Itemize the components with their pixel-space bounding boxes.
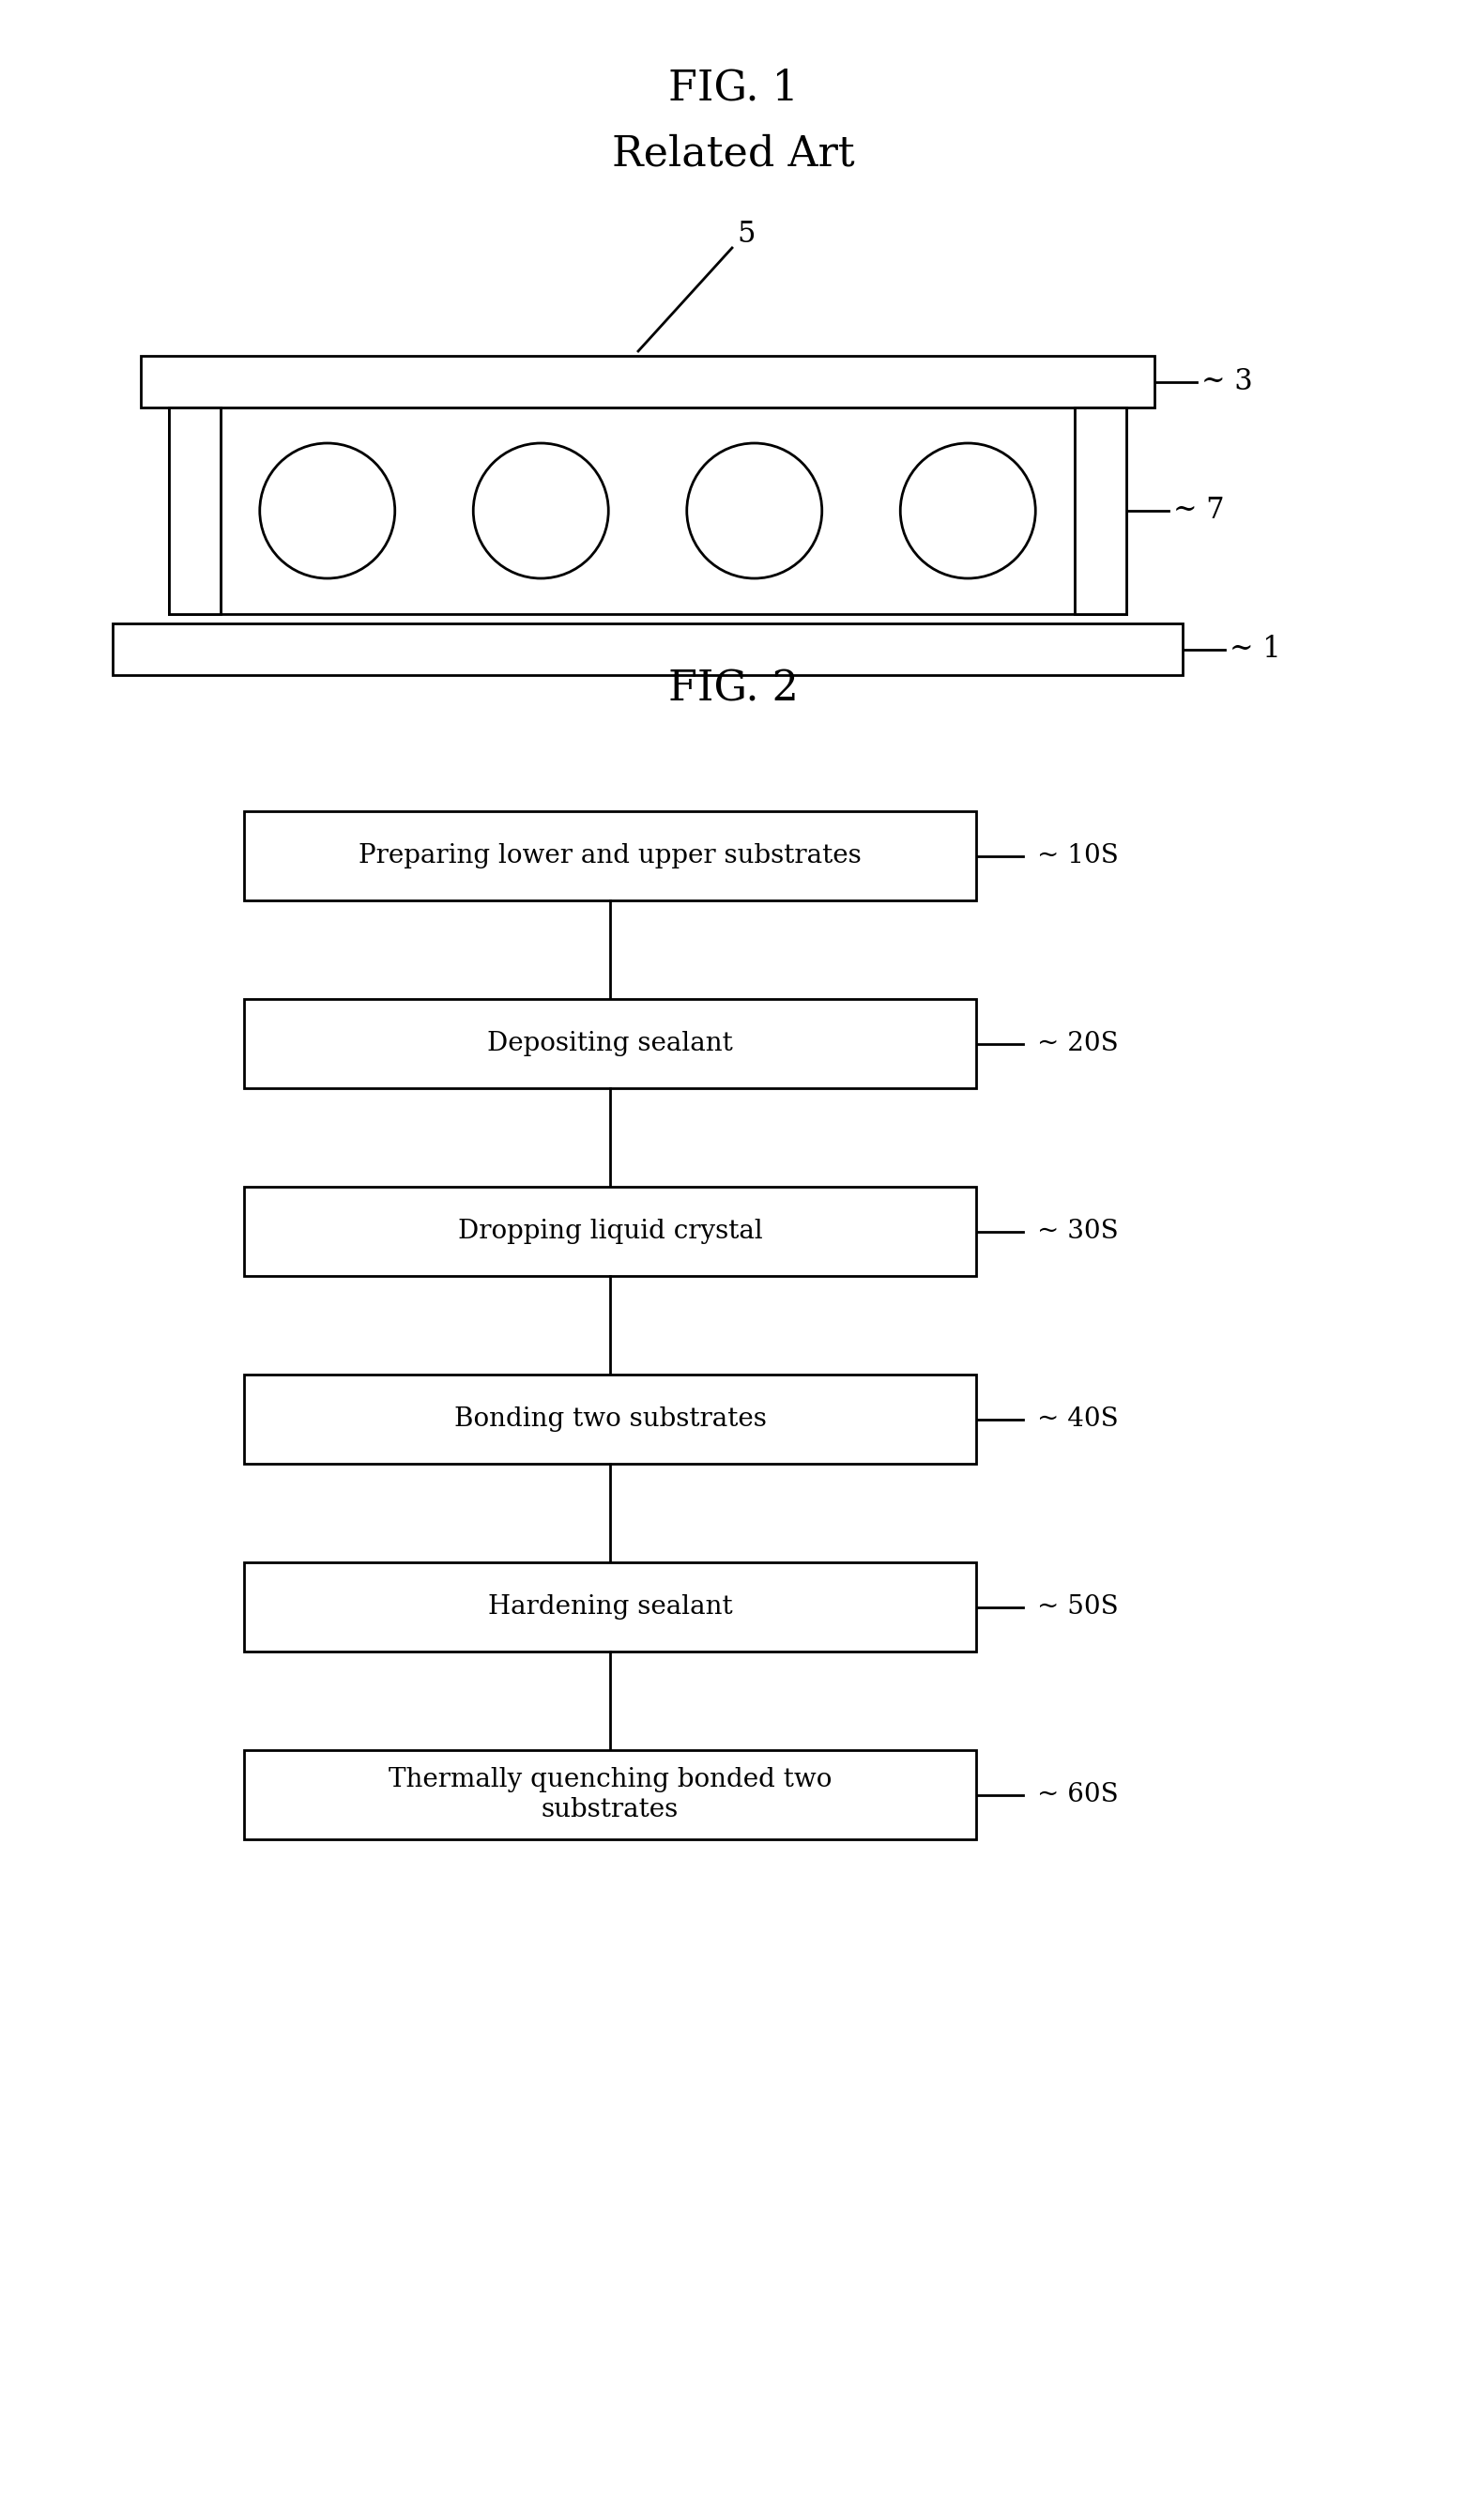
Text: FIG. 2: FIG. 2 xyxy=(669,668,798,711)
Bar xyxy=(244,1562,976,1651)
Text: 5: 5 xyxy=(736,219,756,249)
Circle shape xyxy=(260,444,395,580)
Bar xyxy=(244,811,976,900)
Text: ~ 1: ~ 1 xyxy=(1229,635,1281,663)
Text: Dropping liquid crystal: Dropping liquid crystal xyxy=(458,1220,763,1245)
Text: FIG. 1: FIG. 1 xyxy=(669,68,798,108)
Text: Thermally quenching bonded two
substrates: Thermally quenching bonded two substrate… xyxy=(389,1767,832,1822)
Text: Bonding two substrates: Bonding two substrates xyxy=(453,1406,766,1431)
Text: ~ 7: ~ 7 xyxy=(1174,496,1225,524)
Bar xyxy=(1075,408,1127,615)
Bar xyxy=(113,622,1182,675)
Bar xyxy=(244,1187,976,1275)
Text: Preparing lower and upper substrates: Preparing lower and upper substrates xyxy=(358,844,861,869)
Circle shape xyxy=(901,444,1036,580)
Text: ~ 60S: ~ 60S xyxy=(1037,1782,1118,1807)
Bar xyxy=(244,1749,976,1840)
Bar xyxy=(141,355,1155,408)
Text: Hardening sealant: Hardening sealant xyxy=(487,1595,732,1620)
Bar xyxy=(1075,408,1127,615)
Bar xyxy=(169,408,220,615)
Text: Related Art: Related Art xyxy=(612,134,855,174)
Text: Depositing sealant: Depositing sealant xyxy=(487,1031,734,1056)
Text: ~ 30S: ~ 30S xyxy=(1037,1220,1118,1245)
Text: ~ 20S: ~ 20S xyxy=(1037,1031,1118,1056)
Text: ~ 50S: ~ 50S xyxy=(1037,1595,1118,1620)
Bar xyxy=(169,408,220,615)
Bar xyxy=(244,998,976,1089)
Text: ~ 40S: ~ 40S xyxy=(1037,1406,1118,1431)
Bar xyxy=(169,408,1127,615)
Text: ~ 10S: ~ 10S xyxy=(1037,844,1118,869)
Circle shape xyxy=(474,444,609,580)
Circle shape xyxy=(687,444,822,580)
Bar xyxy=(244,1373,976,1464)
Text: ~ 3: ~ 3 xyxy=(1201,368,1253,396)
